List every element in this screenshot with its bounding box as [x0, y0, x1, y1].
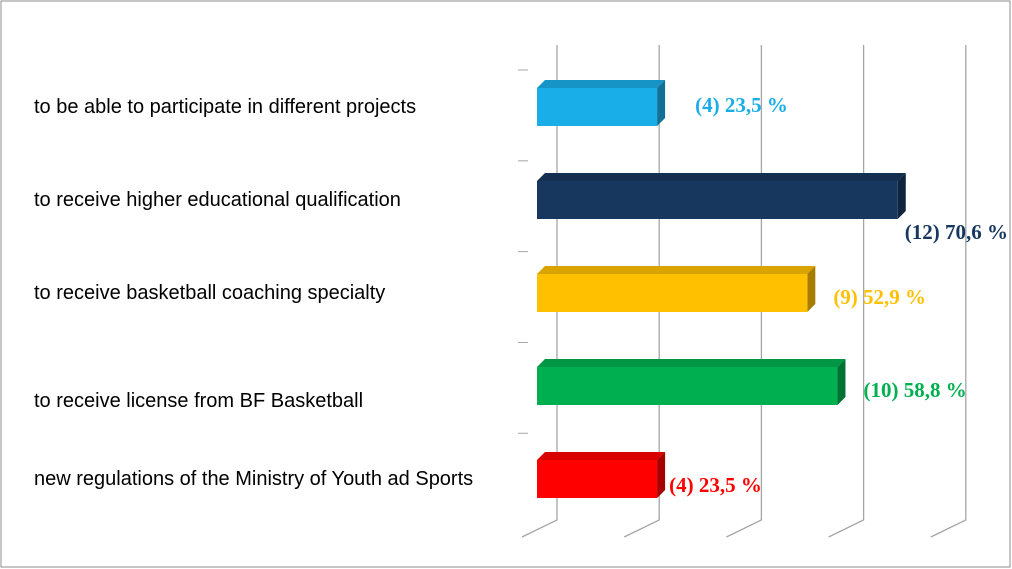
- bar: [537, 367, 838, 405]
- value-label: (9) 52,9 %: [833, 285, 926, 309]
- bar-side: [657, 452, 666, 498]
- bar-side: [807, 266, 816, 312]
- bar: [537, 181, 898, 219]
- category-label: to receive license from BF Basketball: [34, 390, 364, 412]
- category-label: new regulations of the Ministry of Youth…: [34, 468, 474, 490]
- category-label: to be able to participate in different p…: [34, 96, 417, 118]
- bar: [537, 274, 808, 312]
- bar: [537, 460, 658, 498]
- bar-side: [657, 80, 666, 126]
- bar-top: [537, 266, 816, 274]
- bar-top: [537, 452, 666, 460]
- bar-side: [897, 173, 906, 219]
- value-label: (4) 23,5 %: [695, 93, 788, 117]
- value-label: (10) 58,8 %: [863, 378, 966, 402]
- bar: [537, 88, 658, 126]
- category-label: to receive higher educational qualificat…: [34, 189, 401, 211]
- value-label: (4) 23,5 %: [669, 473, 762, 497]
- bar-side: [837, 359, 846, 405]
- bar-top: [537, 173, 906, 181]
- value-label: (12) 70,6 %: [905, 220, 1008, 244]
- bar-top: [537, 359, 846, 367]
- category-label: to receive basketball coaching specialty: [34, 282, 386, 304]
- bar-top: [537, 80, 666, 88]
- grid-line: [930, 45, 967, 538]
